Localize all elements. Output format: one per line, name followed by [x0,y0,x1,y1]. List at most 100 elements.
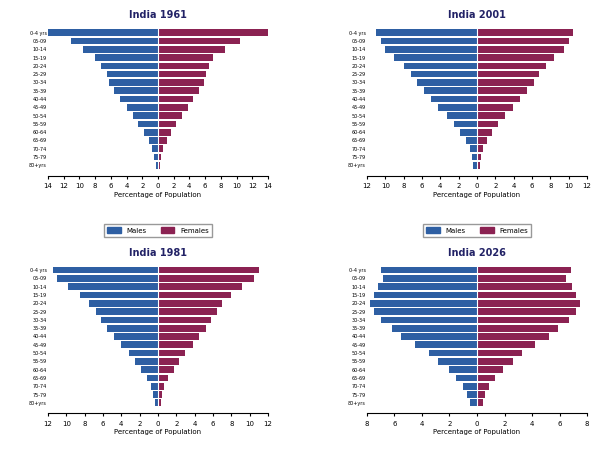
Bar [477,341,535,348]
Bar [158,292,231,298]
Bar [392,325,477,331]
Bar [411,71,477,78]
Bar [401,333,477,340]
Bar [477,333,549,340]
Bar [381,38,477,44]
Bar [114,333,158,340]
Bar [429,350,477,357]
Bar [158,104,188,110]
Bar [477,374,495,381]
Bar [477,137,487,144]
X-axis label: Percentage of Population: Percentage of Population [114,192,201,198]
Bar [158,38,240,44]
Bar [154,154,158,160]
Bar [158,62,209,69]
Bar [141,366,158,373]
Bar [153,391,158,398]
Bar [383,275,477,282]
Bar [158,275,254,282]
Bar [466,137,477,144]
Bar [158,400,161,406]
Bar [158,333,199,340]
Bar [158,54,213,61]
Bar [158,374,168,381]
Bar [158,30,268,36]
X-axis label: Percentage of Population: Percentage of Population [434,192,521,198]
Bar [53,267,158,273]
Bar [158,88,199,94]
Bar [477,400,483,406]
Bar [44,30,158,36]
Bar [477,283,572,290]
Bar [415,341,477,348]
Bar [395,54,477,61]
Bar [404,62,477,69]
Bar [461,129,477,136]
Bar [96,308,158,315]
X-axis label: Percentage of Population: Percentage of Population [114,430,201,436]
Bar [149,137,158,144]
Bar [477,325,558,331]
Bar [158,300,222,307]
Bar [158,162,161,169]
Bar [129,350,158,357]
Bar [158,341,193,348]
Bar [107,325,158,331]
Bar [454,121,477,127]
Legend: Males, Females: Males, Females [423,224,531,237]
Bar [477,38,568,44]
Bar [158,308,217,315]
Bar [473,154,477,160]
Bar [158,358,179,365]
Bar [447,112,477,119]
Bar [133,112,158,119]
Bar [477,145,483,152]
Bar [147,374,158,381]
Bar [477,350,522,357]
Bar [138,121,158,127]
Bar [158,383,164,390]
Bar [477,162,480,169]
Bar [438,104,477,110]
Bar [57,275,158,282]
Legend: Males, Females: Males, Females [104,224,211,237]
Bar [477,62,546,69]
Bar [477,96,520,102]
Bar [158,366,174,373]
Bar [477,391,485,398]
Bar [477,383,489,390]
Bar [158,112,181,119]
Bar [473,162,477,169]
Bar [158,283,242,290]
Bar [374,292,477,298]
Bar [158,71,206,78]
Bar [477,292,576,298]
Bar [477,112,504,119]
Bar [150,383,158,390]
Bar [477,317,569,323]
X-axis label: Percentage of Population: Percentage of Population [434,430,521,436]
Bar [158,154,161,160]
Bar [378,283,477,290]
Bar [121,341,158,348]
Bar [470,145,477,152]
Bar [135,358,158,365]
Bar [109,79,158,86]
Bar [83,46,158,53]
Bar [158,325,205,331]
Bar [158,137,167,144]
Bar [477,54,554,61]
Bar [477,308,576,315]
Bar [470,400,477,406]
Bar [71,38,158,44]
Bar [477,275,567,282]
Bar [477,121,498,127]
Bar [477,129,492,136]
Bar [158,391,162,398]
Bar [467,391,477,398]
Bar [158,317,211,323]
Bar [68,283,158,290]
Bar [144,129,158,136]
Bar [156,162,158,169]
Bar [120,96,158,102]
